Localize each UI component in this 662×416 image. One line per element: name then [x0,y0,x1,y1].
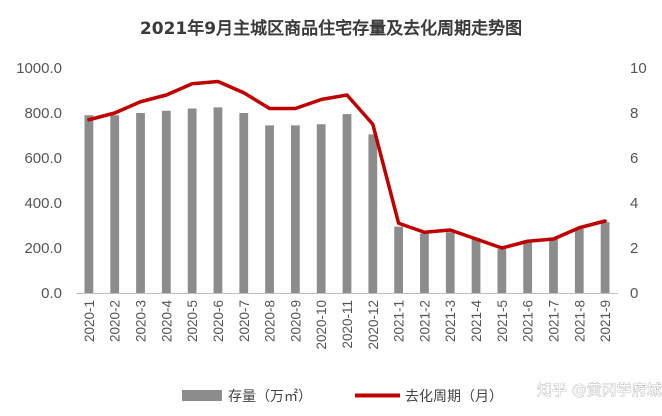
x-tick-label: 2020-8 [263,300,278,342]
bar-stock [342,114,352,293]
bar-stock [394,226,404,293]
bar-stock [136,113,145,293]
right-y-axis: 0 2 4 6 8 10 [630,60,647,302]
legend-label-stock: 存量（万㎡） [228,389,312,405]
watermark: 知乎 @黄冈学府城 [537,381,662,399]
x-tick-label: 2020-7 [237,300,252,342]
bar-stock [265,125,274,293]
legend: 存量（万㎡） 去化周期（月） [182,389,503,405]
legend-swatch-stock [182,390,222,401]
x-tick-label: 2020-9 [288,300,303,342]
x-tick-label: 2021-3 [443,300,458,342]
legend-label-clearance: 去化周期（月） [405,389,503,405]
clearance-period-line [87,79,607,250]
x-tick-label: 2020-5 [185,300,200,342]
x-axis: 2020-1 2020-2 2020-3 2020-4 2020-5 2020-6 2020… [82,300,613,350]
left-tick-label: 600.0 [24,150,62,167]
bar-stock [600,222,610,293]
left-tick-label: 1000.0 [16,60,62,77]
bar-stock [471,237,481,293]
left-y-axis: 0.0 200.0 400.0 600.0 800.0 1000.0 [16,60,62,302]
x-tick-label: 2020-11 [340,300,355,349]
bar-stock [445,232,455,293]
bar-stock [161,110,171,293]
right-tick-label: 0 [630,285,638,302]
x-tick-label: 2020-12 [366,300,381,350]
bar-stock [110,115,120,293]
stock-bars [84,107,610,293]
right-tick-label: 8 [630,105,638,122]
x-tick-label: 2021-2 [417,300,432,342]
x-tick-label: 2021-8 [572,300,587,342]
bar-stock [523,240,533,293]
x-tick-label: 2021-6 [521,300,536,342]
x-tick-label: 2020-1 [82,300,97,342]
bar-stock [290,125,300,293]
bar-stock [368,134,378,293]
x-tick-label: 2021-9 [598,300,613,342]
right-tick-label: 6 [630,150,638,167]
x-tick-label: 2020-10 [314,300,329,350]
right-tick-label: 10 [630,60,647,77]
bar-stock [574,228,584,293]
x-tick-label: 2021-4 [469,300,484,343]
chart-title: 2021年9月主城区商品住宅存量及去化周期走势图 [140,18,522,39]
left-tick-label: 200.0 [24,240,62,257]
left-tick-label: 800.0 [24,105,62,122]
x-tick-label: 2020-2 [108,300,123,342]
bar-stock [213,107,223,293]
bar-stock [549,239,558,293]
left-tick-label: 400.0 [24,195,62,212]
bar-stock [239,113,249,293]
x-tick-label: 2020-6 [211,300,226,342]
right-tick-label: 2 [630,240,638,257]
x-tick-label: 2020-3 [134,300,149,342]
bar-stock [84,115,94,293]
x-tick-label: 2021-7 [546,300,561,342]
right-tick-label: 4 [630,195,638,212]
x-tick-label: 2020-4 [159,300,174,343]
bar-stock [316,124,326,293]
bar-stock [497,249,507,293]
bar-stock [187,108,197,293]
x-tick-label: 2021-1 [392,300,407,342]
left-tick-label: 0.0 [41,285,62,302]
x-tick-label: 2021-5 [495,300,510,342]
bar-stock [420,233,429,293]
